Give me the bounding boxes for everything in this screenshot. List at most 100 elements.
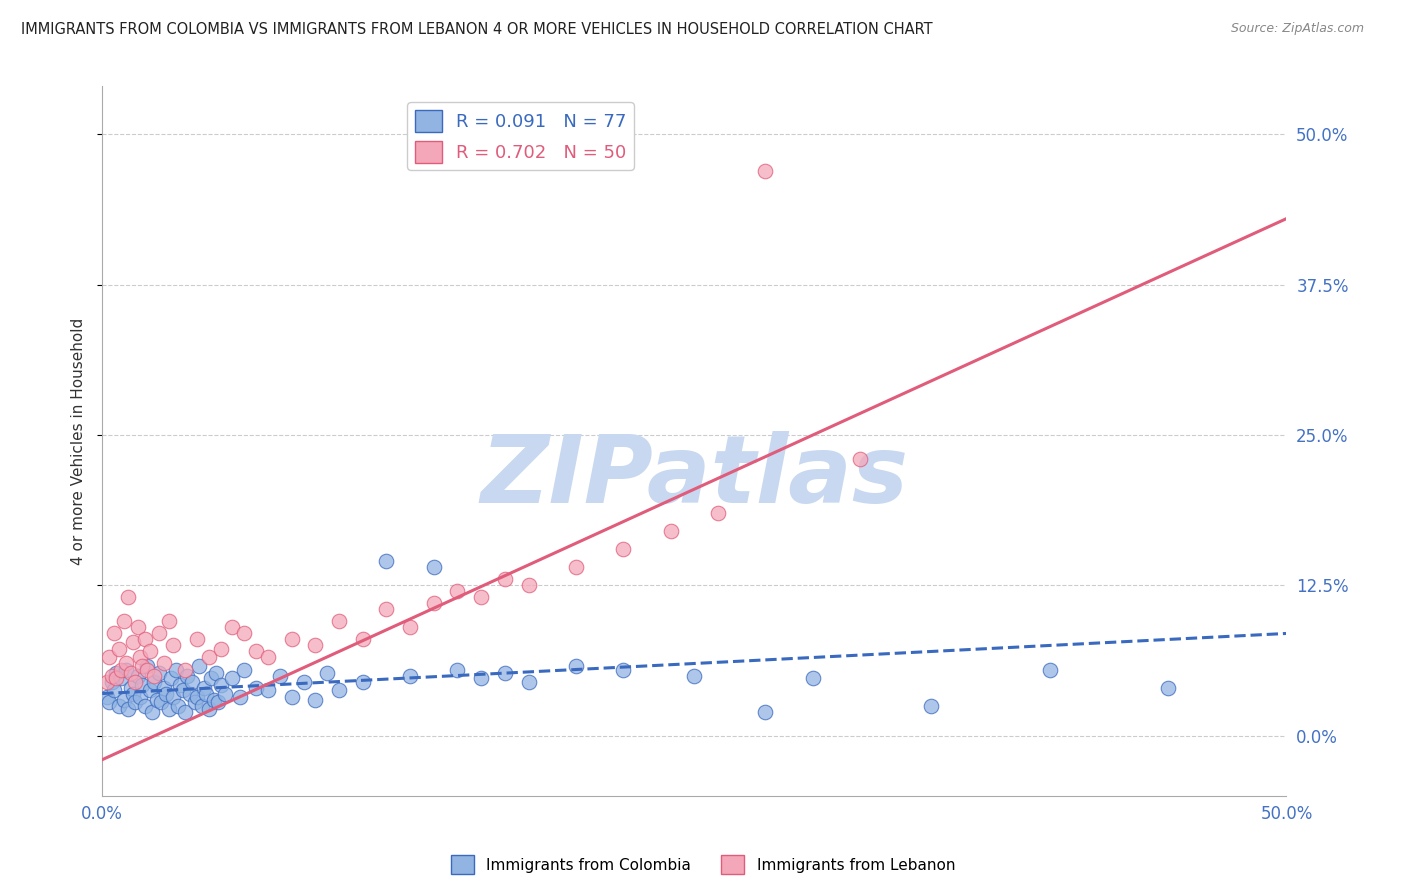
- Point: [127, 668, 149, 682]
- Point: [257, 682, 280, 697]
- Point: [179, 687, 201, 701]
- Point: [517, 674, 540, 689]
- Point: [131, 659, 153, 673]
- Point: [122, 635, 145, 649]
- Point: [352, 674, 374, 689]
- Point: [98, 650, 121, 665]
- Point: [115, 657, 138, 671]
- Point: [160, 671, 183, 685]
- Point: [446, 663, 468, 677]
- Point: [105, 671, 128, 685]
- Point: [328, 682, 350, 697]
- Point: [214, 687, 236, 701]
- Point: [176, 668, 198, 682]
- Point: [134, 698, 156, 713]
- Point: [304, 692, 326, 706]
- Point: [754, 705, 776, 719]
- Point: [316, 666, 339, 681]
- Point: [129, 650, 152, 665]
- Point: [195, 687, 218, 701]
- Point: [399, 668, 422, 682]
- Point: [198, 650, 221, 665]
- Point: [269, 668, 291, 682]
- Point: [136, 663, 159, 677]
- Point: [157, 615, 180, 629]
- Point: [100, 668, 122, 682]
- Point: [304, 639, 326, 653]
- Legend: Immigrants from Colombia, Immigrants from Lebanon: Immigrants from Colombia, Immigrants fro…: [444, 849, 962, 880]
- Point: [202, 692, 225, 706]
- Point: [186, 690, 208, 705]
- Point: [801, 671, 824, 685]
- Point: [707, 506, 730, 520]
- Point: [233, 663, 256, 677]
- Point: [423, 596, 446, 610]
- Point: [174, 705, 197, 719]
- Point: [328, 615, 350, 629]
- Point: [141, 705, 163, 719]
- Point: [228, 690, 250, 705]
- Point: [245, 681, 267, 695]
- Point: [143, 668, 166, 682]
- Point: [1039, 663, 1062, 677]
- Point: [167, 698, 190, 713]
- Point: [375, 602, 398, 616]
- Point: [124, 674, 146, 689]
- Point: [352, 632, 374, 647]
- Point: [659, 524, 682, 539]
- Text: ZIPatlas: ZIPatlas: [481, 431, 908, 523]
- Point: [209, 678, 232, 692]
- Point: [174, 663, 197, 677]
- Point: [565, 659, 588, 673]
- Point: [183, 695, 205, 709]
- Point: [129, 690, 152, 705]
- Point: [145, 692, 167, 706]
- Point: [470, 591, 492, 605]
- Point: [280, 690, 302, 705]
- Point: [565, 560, 588, 574]
- Point: [169, 678, 191, 692]
- Point: [257, 650, 280, 665]
- Point: [148, 666, 170, 681]
- Point: [138, 644, 160, 658]
- Point: [103, 682, 125, 697]
- Point: [124, 695, 146, 709]
- Text: Source: ZipAtlas.com: Source: ZipAtlas.com: [1230, 22, 1364, 36]
- Point: [122, 687, 145, 701]
- Point: [107, 698, 129, 713]
- Legend: R = 0.091   N = 77, R = 0.702   N = 50: R = 0.091 N = 77, R = 0.702 N = 50: [408, 103, 634, 170]
- Point: [207, 695, 229, 709]
- Point: [172, 682, 194, 697]
- Point: [110, 671, 132, 685]
- Point: [1157, 681, 1180, 695]
- Point: [612, 542, 634, 557]
- Point: [186, 632, 208, 647]
- Point: [117, 591, 139, 605]
- Point: [105, 666, 128, 681]
- Point: [165, 663, 187, 677]
- Point: [100, 674, 122, 689]
- Point: [920, 698, 942, 713]
- Point: [245, 644, 267, 658]
- Point: [292, 674, 315, 689]
- Point: [193, 681, 215, 695]
- Point: [446, 584, 468, 599]
- Point: [152, 681, 174, 695]
- Point: [399, 620, 422, 634]
- Point: [494, 666, 516, 681]
- Point: [205, 666, 228, 681]
- Point: [200, 671, 222, 685]
- Point: [233, 626, 256, 640]
- Point: [754, 163, 776, 178]
- Point: [181, 674, 204, 689]
- Point: [221, 620, 243, 634]
- Point: [127, 620, 149, 634]
- Point: [152, 657, 174, 671]
- Point: [115, 663, 138, 677]
- Point: [148, 626, 170, 640]
- Point: [155, 687, 177, 701]
- Point: [612, 663, 634, 677]
- Point: [136, 659, 159, 673]
- Point: [190, 698, 212, 713]
- Text: IMMIGRANTS FROM COLOMBIA VS IMMIGRANTS FROM LEBANON 4 OR MORE VEHICLES IN HOUSEH: IMMIGRANTS FROM COLOMBIA VS IMMIGRANTS F…: [21, 22, 932, 37]
